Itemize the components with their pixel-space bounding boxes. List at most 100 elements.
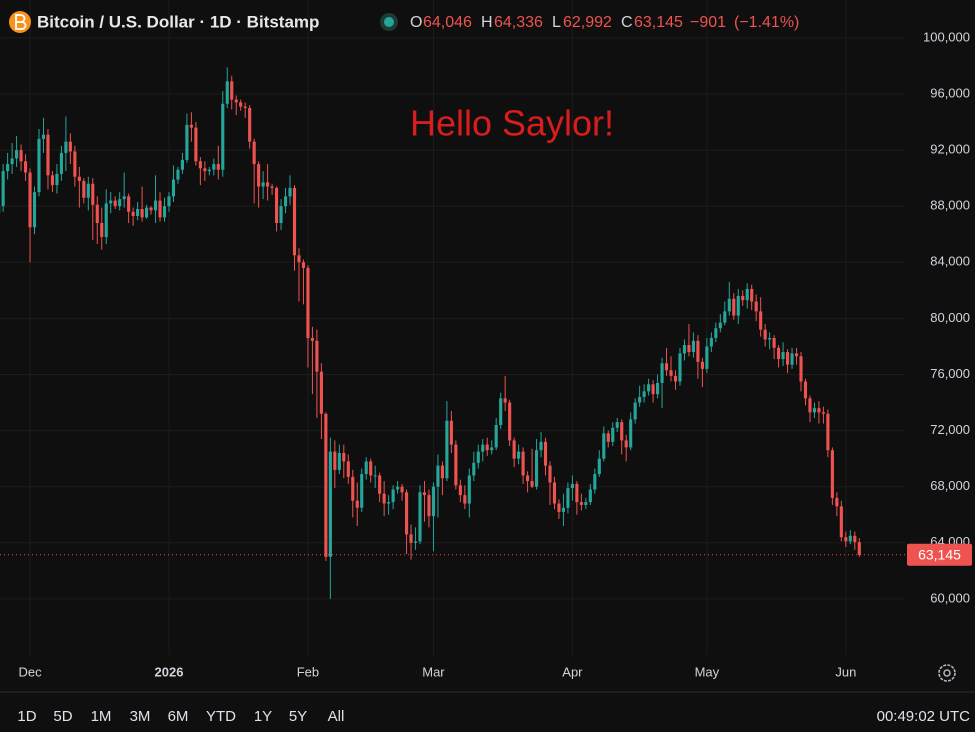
candle-body bbox=[660, 363, 664, 383]
ohlc-key: H bbox=[481, 14, 493, 31]
candle-body bbox=[597, 458, 601, 475]
candle-body bbox=[588, 489, 592, 503]
x-tick-label: May bbox=[695, 664, 720, 679]
candle-body bbox=[279, 206, 283, 224]
candle-body bbox=[270, 186, 274, 188]
candle-body bbox=[669, 370, 673, 376]
candle-body bbox=[700, 361, 704, 369]
candle-body bbox=[449, 420, 453, 445]
y-tick-label: 60,000 bbox=[930, 590, 970, 605]
candle-body bbox=[835, 497, 839, 507]
candle-body bbox=[503, 398, 507, 403]
candle-body bbox=[848, 535, 852, 542]
candle-body bbox=[37, 138, 41, 193]
candle-body bbox=[526, 475, 530, 482]
x-tick-label: Jun bbox=[835, 664, 856, 679]
candle-body bbox=[248, 107, 252, 142]
candle-body bbox=[651, 384, 655, 395]
candle-body bbox=[104, 203, 108, 238]
candle-body bbox=[629, 419, 633, 448]
candle-body bbox=[145, 207, 149, 218]
candle-body bbox=[283, 196, 288, 207]
candle-body bbox=[346, 461, 350, 477]
candle-body bbox=[91, 183, 95, 205]
range-button[interactable]: 1Y bbox=[254, 708, 272, 725]
candle-body bbox=[382, 493, 386, 504]
coin-glyph bbox=[15, 14, 27, 30]
candle-body bbox=[754, 301, 758, 312]
range-button[interactable]: 1M bbox=[91, 708, 112, 725]
change-percent: (−1.41%) bbox=[734, 14, 799, 31]
candle-body bbox=[534, 450, 539, 487]
candle-body bbox=[727, 298, 731, 312]
candle-body bbox=[552, 482, 557, 504]
candle-body bbox=[100, 223, 104, 238]
candle-body bbox=[750, 288, 754, 302]
candle-body bbox=[118, 199, 122, 207]
candle-body bbox=[46, 134, 50, 176]
y-tick-label: 80,000 bbox=[930, 310, 970, 325]
candle-body bbox=[431, 486, 436, 517]
candle-body bbox=[239, 102, 243, 107]
candle-body bbox=[561, 507, 566, 512]
candle-body bbox=[328, 451, 332, 557]
candle-body bbox=[216, 164, 220, 170]
annotation: Hello Saylor! bbox=[410, 103, 614, 144]
candle-body bbox=[409, 534, 413, 543]
range-button[interactable]: 5Y bbox=[289, 708, 307, 725]
candle-body bbox=[391, 489, 395, 503]
candle-body bbox=[158, 200, 162, 218]
candle-body bbox=[642, 391, 646, 397]
settings-icon[interactable] bbox=[938, 664, 956, 682]
candle-body bbox=[364, 461, 368, 475]
candle-body bbox=[109, 200, 113, 204]
candle-body bbox=[839, 506, 843, 538]
candle-body bbox=[373, 475, 377, 477]
candle-body bbox=[297, 255, 301, 263]
candle-body bbox=[10, 158, 14, 165]
y-tick-label: 84,000 bbox=[930, 254, 970, 269]
candle-body bbox=[741, 295, 745, 301]
ohlc-value: 64,336 bbox=[494, 14, 543, 31]
candle-body bbox=[319, 371, 323, 414]
candle-body bbox=[705, 346, 709, 369]
candle-body bbox=[257, 164, 261, 187]
candle-body bbox=[633, 402, 637, 420]
range-button[interactable]: 1D bbox=[17, 708, 36, 725]
range-button[interactable]: All bbox=[328, 708, 345, 725]
candle-body bbox=[602, 433, 606, 459]
candle-body bbox=[413, 541, 418, 543]
candle-body bbox=[234, 99, 238, 103]
candle-body bbox=[19, 150, 23, 162]
candle-body bbox=[714, 328, 718, 339]
candle-body bbox=[723, 311, 727, 323]
y-tick-label: 68,000 bbox=[930, 478, 970, 493]
candle-body bbox=[530, 481, 534, 487]
candle-body bbox=[41, 134, 46, 139]
candle-body bbox=[301, 262, 306, 268]
range-button[interactable]: 5D bbox=[53, 708, 72, 725]
candle-body bbox=[15, 150, 19, 159]
range-button[interactable]: 6M bbox=[168, 708, 189, 725]
candle-body bbox=[149, 207, 153, 211]
range-button[interactable]: YTD bbox=[206, 708, 236, 725]
candle-body bbox=[454, 444, 458, 486]
candle-body bbox=[857, 542, 861, 555]
candle-body bbox=[127, 196, 131, 212]
candle-body bbox=[768, 338, 772, 340]
candle-body bbox=[821, 412, 825, 414]
status-dot bbox=[384, 17, 394, 27]
candle-body bbox=[73, 151, 77, 177]
candle-body bbox=[463, 495, 467, 504]
candle-body bbox=[812, 408, 817, 413]
candle-body bbox=[418, 492, 422, 542]
candle-body bbox=[458, 485, 462, 496]
candle-body bbox=[620, 422, 624, 441]
candle-body bbox=[292, 187, 297, 256]
candle-body bbox=[180, 159, 185, 170]
candle-body bbox=[570, 483, 574, 489]
candle-body bbox=[131, 211, 135, 216]
candle-body bbox=[136, 208, 140, 216]
range-button[interactable]: 3M bbox=[130, 708, 151, 725]
candle-body bbox=[315, 340, 319, 372]
